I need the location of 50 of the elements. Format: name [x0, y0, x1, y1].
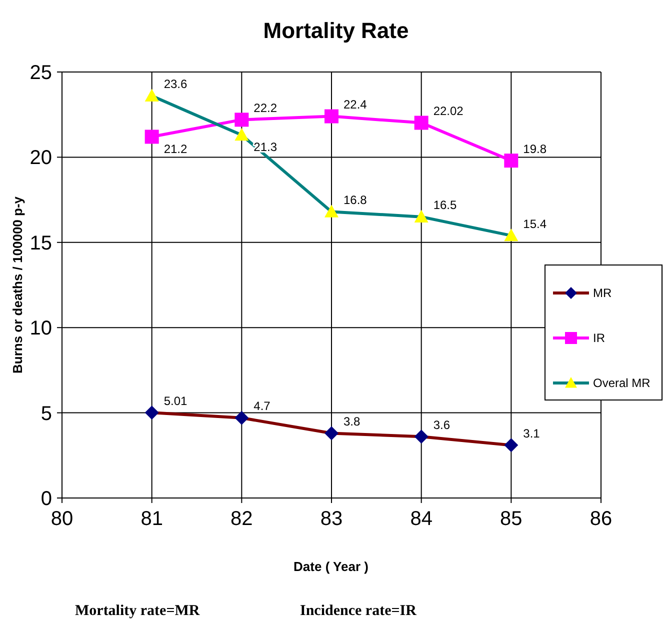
point [234, 410, 249, 425]
point [504, 228, 518, 242]
y-tick-label: 5 [40, 402, 52, 425]
x-tick-label: 82 [230, 508, 253, 530]
chart-title: Mortality Rate [263, 18, 409, 43]
legend-label: IR [593, 331, 606, 346]
y-tick-label: 0 [40, 488, 52, 510]
data-label: 21.2 [164, 142, 188, 156]
data-label: 19.8 [523, 142, 547, 156]
x-tick-label: 83 [320, 508, 343, 530]
x-tick-label: 84 [410, 508, 432, 530]
point [414, 210, 428, 222]
data-label: 23.6 [164, 77, 188, 92]
data-label: 15.4 [523, 216, 547, 231]
point [414, 116, 428, 130]
x-tick-label: 80 [50, 508, 74, 530]
x-tick-label: 81 [140, 508, 163, 530]
point [144, 406, 159, 420]
data-label: 16.8 [344, 192, 368, 207]
x-tick-label: 85 [500, 508, 522, 530]
text: Incidence rate=IR [300, 603, 417, 619]
legend-label: MR [593, 286, 612, 300]
x-axis-title: Date ( Year ) [294, 559, 368, 574]
y-tick-label: 15 [30, 232, 52, 254]
data-label: 16.5 [433, 198, 458, 212]
point [324, 109, 338, 124]
data-label: 22.4 [344, 98, 368, 112]
point [324, 426, 338, 440]
data-label: 5.01 [164, 394, 188, 408]
data-label: 3.6 [433, 418, 450, 432]
data-label: 22.2 [254, 100, 278, 115]
point [144, 130, 159, 144]
point [414, 430, 428, 444]
data-label: 4.7 [254, 399, 271, 414]
data-label: 3.8 [344, 414, 361, 428]
legend-label: Overal MR [593, 376, 651, 390]
point [324, 204, 338, 218]
point [504, 154, 518, 168]
y-tick-label: 10 [30, 318, 52, 340]
y-tick-label: 20 [30, 147, 52, 170]
y-axis-title: Burns or deaths / 100000 p-y [10, 196, 25, 374]
point [234, 112, 249, 127]
point [504, 438, 518, 452]
point [234, 128, 249, 141]
data-label: 3.1 [523, 426, 540, 440]
y-tick-label: 25 [30, 62, 52, 84]
point [144, 88, 159, 102]
data-label: 22.02 [433, 104, 464, 118]
text: Mortality rate=MR [75, 603, 200, 619]
x-tick-label: 86 [590, 508, 612, 530]
